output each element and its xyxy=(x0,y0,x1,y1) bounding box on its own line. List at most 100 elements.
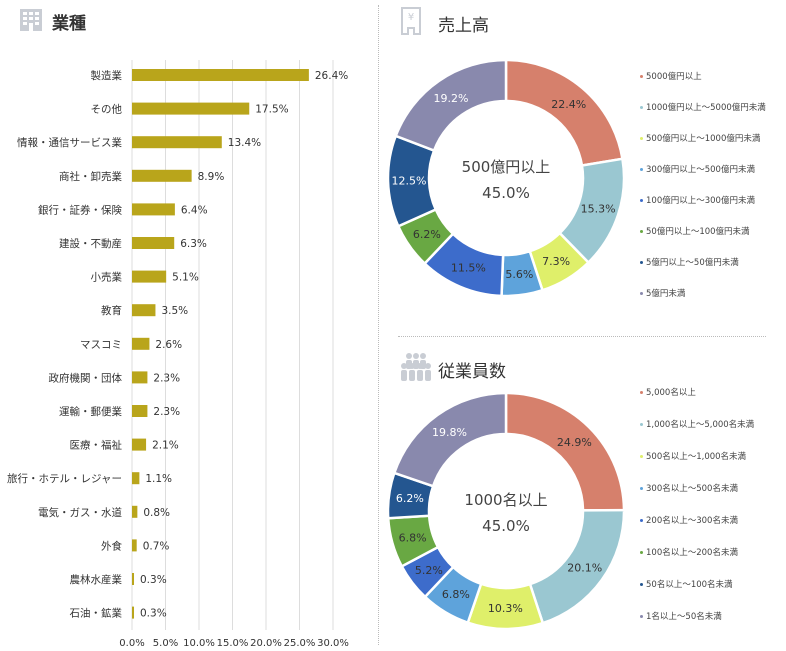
category-label: 医療・福祉 xyxy=(70,439,123,452)
legend-label: 100名以上～200名未満 xyxy=(646,548,738,558)
bar-value-label: 0.7% xyxy=(143,540,170,552)
donut-slice xyxy=(394,60,508,153)
legend-item[interactable]: 5,000名以上 xyxy=(640,386,696,398)
legend-item[interactable]: 1名以上～50名未満 xyxy=(640,610,722,622)
bar xyxy=(132,337,150,350)
legend-item[interactable]: 50億円以上～100億円未満 xyxy=(640,225,750,237)
legend-label: 100億円以上～300億円未満 xyxy=(646,196,755,206)
bar xyxy=(132,270,167,283)
bar xyxy=(132,304,156,317)
bar-value-label: 2.1% xyxy=(152,440,179,452)
bar xyxy=(132,505,138,518)
industry-bar-chart: 0.0% 5.0% 10.0% 15.0% 20.0% 25.0% 30.0% 製造業 26.4… xyxy=(7,60,349,649)
category-label: 旅行・ホテル・レジャー xyxy=(7,472,122,485)
slice-value-label: 7.3% xyxy=(542,255,570,268)
bar xyxy=(132,573,135,585)
legend-item[interactable]: 100名以上～200名未満 xyxy=(640,546,738,558)
legend-label: 1000億円以上～5000億円未満 xyxy=(646,103,766,113)
legend-marker xyxy=(640,199,643,202)
bar xyxy=(132,371,148,384)
bar xyxy=(132,539,137,552)
bar-value-label: 0.3% xyxy=(140,608,167,620)
x-tick-label: 15.0% xyxy=(217,638,249,649)
svg-text:¥: ¥ xyxy=(408,12,414,23)
category-label: 運輸・郵便業 xyxy=(59,405,122,418)
slice-value-label: 19.8% xyxy=(432,426,467,439)
sales-title: 売上高 xyxy=(438,16,489,36)
legend-item[interactable]: 5億円未満 xyxy=(640,287,685,299)
legend-marker xyxy=(640,455,643,458)
legend-marker xyxy=(640,487,643,490)
legend-item[interactable]: 5000億円以上 xyxy=(640,70,702,82)
bar-value-label: 2.3% xyxy=(153,372,180,384)
legend-marker xyxy=(640,583,643,586)
bar xyxy=(132,136,222,149)
center-label: 500億円以上 xyxy=(462,158,551,176)
industry-title: 業種 xyxy=(52,14,86,34)
building-icon xyxy=(20,9,42,31)
legend-item[interactable]: 100億円以上～300億円未満 xyxy=(640,194,755,206)
legend-item[interactable]: 500名以上～1,000名未満 xyxy=(640,450,746,462)
legend-marker xyxy=(640,292,643,295)
sales-donut-chart: 22.4% 15.3% 7.3% 5.6% 11.5% 6.2% 12.5% 19.2% 500… xyxy=(388,60,624,296)
legend-item[interactable]: 1000億円以上～5000億円未満 xyxy=(640,101,766,113)
slice-value-label: 11.5% xyxy=(451,261,486,274)
legend-label: 5億円未満 xyxy=(646,289,686,299)
bar-value-label: 2.6% xyxy=(155,339,182,351)
legend-item[interactable]: 50名以上～100名未満 xyxy=(640,578,733,590)
bar-value-label: 0.8% xyxy=(143,507,170,519)
center-value: 45.0% xyxy=(482,517,530,535)
legend-marker xyxy=(640,423,643,426)
legend-marker xyxy=(640,75,643,78)
slice-value-label: 10.3% xyxy=(488,602,523,615)
slice-value-label: 12.5% xyxy=(392,175,427,188)
legend-label: 5,000名以上 xyxy=(646,388,696,398)
bar xyxy=(132,438,147,451)
center-value: 45.0% xyxy=(482,184,530,202)
category-label: 小売業 xyxy=(91,271,123,284)
slice-value-label: 6.8% xyxy=(399,531,427,544)
donut-slice xyxy=(392,393,508,488)
slice-value-label: 5.6% xyxy=(505,268,533,281)
legend-label: 1,000名以上～5,000名未満 xyxy=(646,420,755,430)
slice-value-label: 15.3% xyxy=(581,202,616,215)
legend-marker xyxy=(640,137,643,140)
legend-item[interactable]: 300億円以上～500億円未満 xyxy=(640,163,755,175)
slice-value-label: 5.2% xyxy=(415,564,443,577)
category-label: 石油・鉱業 xyxy=(70,607,123,620)
bar-value-label: 5.1% xyxy=(172,272,199,284)
x-tick-label: 30.0% xyxy=(317,638,349,649)
slice-value-label: 6.8% xyxy=(442,588,470,601)
bar-value-label: 0.3% xyxy=(140,574,167,586)
bar xyxy=(132,405,148,417)
slice-value-label: 6.2% xyxy=(396,492,424,505)
legend-marker xyxy=(640,261,643,264)
category-label: 商社・卸売業 xyxy=(59,170,122,183)
category-label: 情報・通信サービス業 xyxy=(17,136,122,149)
x-tick-label: 25.0% xyxy=(284,638,316,649)
legend-marker xyxy=(640,230,643,233)
legend-marker xyxy=(640,519,643,522)
category-label: 建設・不動産 xyxy=(59,237,122,250)
bar-value-label: 17.5% xyxy=(255,104,288,116)
yen-document-icon: ¥ xyxy=(401,7,421,35)
x-tick-label: 0.0% xyxy=(119,638,144,649)
category-label: その他 xyxy=(91,103,123,116)
legend-item[interactable]: 500億円以上～1000億円未満 xyxy=(640,132,760,144)
category-label: 製造業 xyxy=(91,69,123,82)
bar xyxy=(132,169,192,182)
slice-value-label: 24.9% xyxy=(557,436,592,449)
legend-item[interactable]: 1,000名以上～5,000名未満 xyxy=(640,418,754,430)
legend-item[interactable]: 300名以上～500名未満 xyxy=(640,482,738,494)
employees-title: 従業員数 xyxy=(438,362,506,382)
legend-label: 1名以上～50名未満 xyxy=(646,612,722,622)
employees-donut-chart: 24.9% 20.1% 10.3% 6.8% 5.2% 6.8% 6.2% 19.8% 1000… xyxy=(388,393,624,629)
legend-marker xyxy=(640,615,643,618)
bar xyxy=(132,203,175,216)
bar xyxy=(132,606,135,619)
bar-value-label: 8.9% xyxy=(198,171,225,183)
category-label: 教育 xyxy=(101,304,122,317)
legend-item[interactable]: 5億円以上～50億円未満 xyxy=(640,256,739,268)
legend-item[interactable]: 200名以上～300名未満 xyxy=(640,514,738,526)
category-label: 銀行・証券・保険 xyxy=(38,203,122,216)
